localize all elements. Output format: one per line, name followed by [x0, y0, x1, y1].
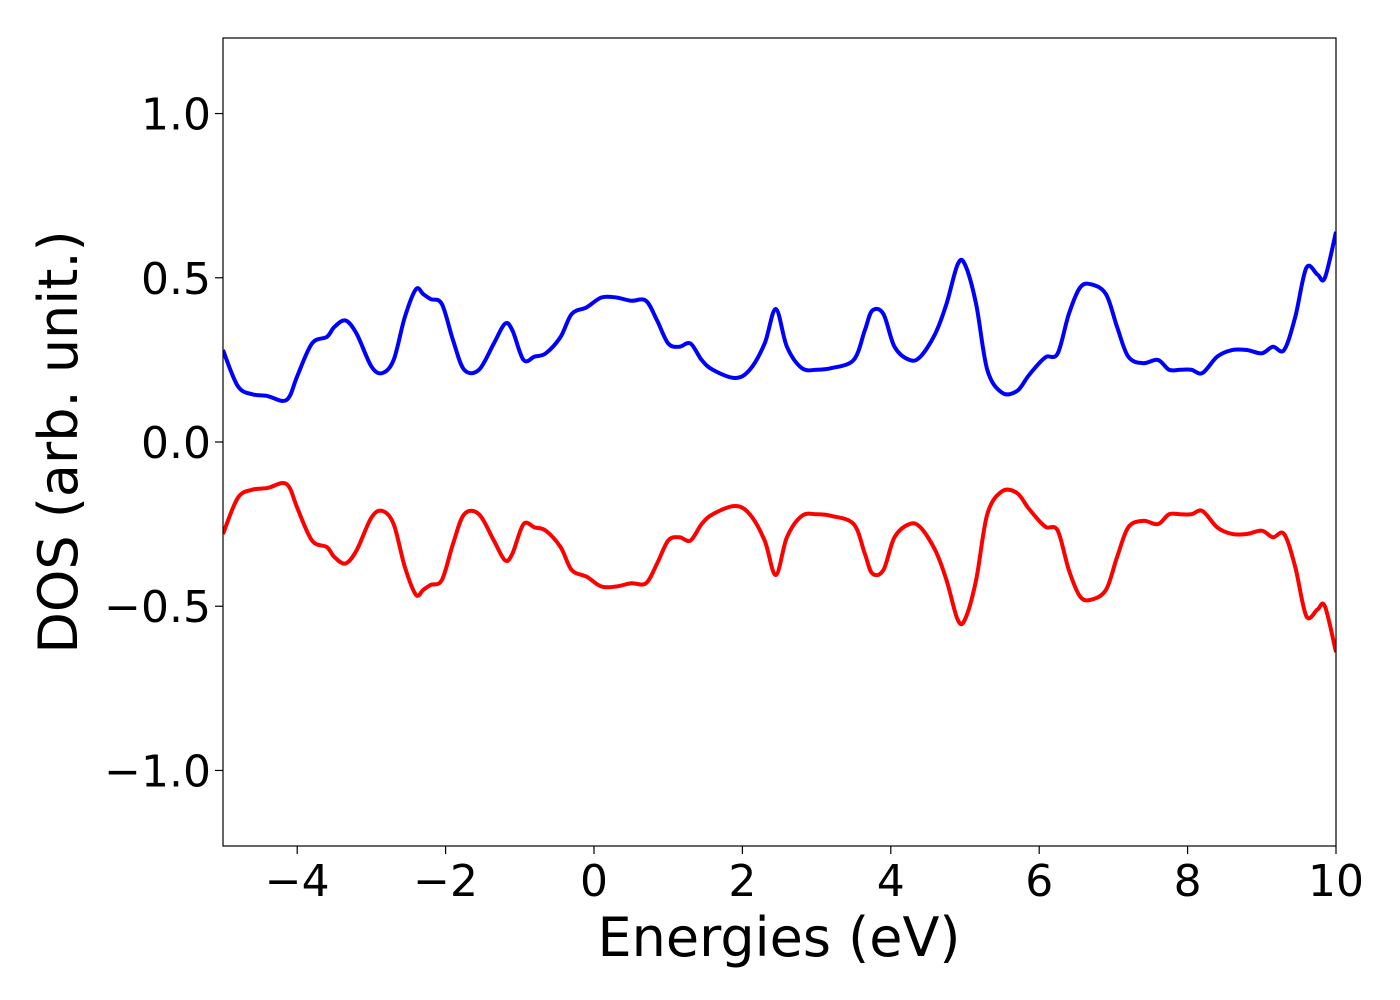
x-tick-label: 8	[1174, 856, 1202, 907]
series-layer	[223, 231, 1336, 653]
x-tick-label: 4	[877, 856, 905, 907]
y-axis-title: DOS (arb. unit.)	[27, 230, 90, 653]
y-tick-label: −0.5	[104, 582, 211, 633]
plot-frame	[222, 37, 1337, 847]
x-tick-label: 10	[1308, 856, 1364, 907]
x-tick-label: 2	[728, 856, 756, 907]
x-tick-label: 6	[1025, 856, 1053, 907]
series-line-1	[223, 481, 1336, 653]
x-axis-title: Energies (eV)	[598, 906, 961, 969]
x-tick-label: 0	[580, 856, 608, 907]
y-tick-label: 0.5	[141, 254, 211, 305]
y-tick-label: 1.0	[141, 90, 211, 141]
x-axis: −4 −2 0 2 4 6 8 10	[265, 846, 1364, 907]
x-tick-label: −4	[265, 856, 330, 907]
y-tick-label: 0.0	[141, 418, 211, 469]
series-line-0	[223, 231, 1336, 403]
x-tick-label: −2	[413, 856, 478, 907]
y-axis: 1.0 0.5 0.0 −0.5 −1.0	[104, 90, 223, 797]
y-tick-label: −1.0	[104, 746, 211, 797]
